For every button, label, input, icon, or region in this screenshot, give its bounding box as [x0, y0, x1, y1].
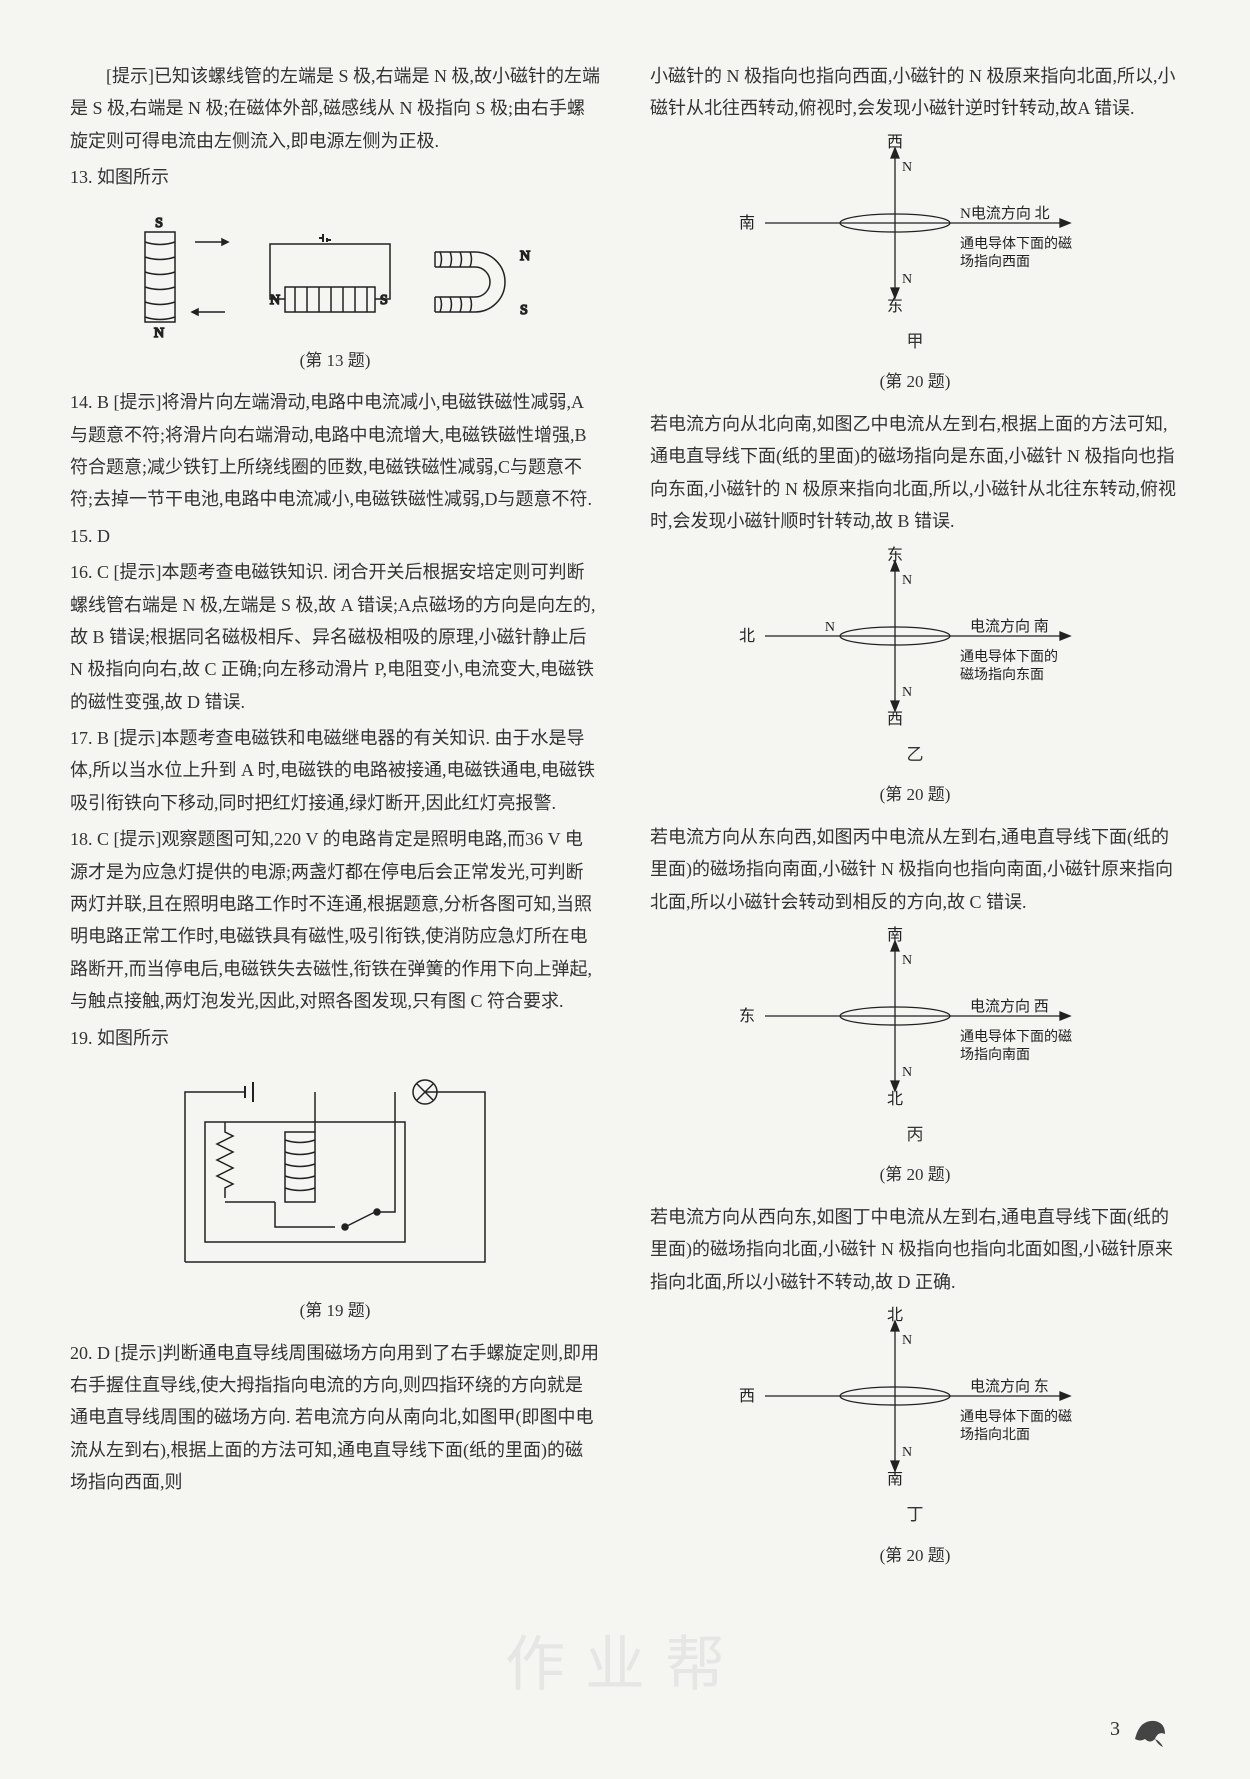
n-bottom: N [902, 1445, 912, 1460]
n-top: N [902, 160, 912, 175]
answer-12-hint: [提示]已知该螺线管的左端是 S 极,右端是 N 极,故小磁针的左端是 S 极,… [70, 60, 600, 157]
answer-20-para2: 若电流方向从北向南,如图乙中电流从左到右,根据上面的方法可知,通电直导线下面(纸… [650, 408, 1180, 538]
caption-13: (第 13 题) [70, 346, 600, 377]
diagram-20-ding: 北 N 西 电流方向 东 通电导体下面的磁 场指向北面 N 南 [650, 1306, 1180, 1496]
dir-bottom: 北 [887, 1090, 903, 1108]
diagram-19 [70, 1062, 600, 1292]
caption-19: (第 19 题) [70, 1296, 600, 1327]
dir-top: 南 [887, 926, 903, 944]
dir-bottom: 西 [887, 711, 903, 728]
answer-13: 13. 如图所示 [70, 161, 600, 193]
answer-20-para3: 若电流方向从东向西,如图丙中电流从左到右,通电直导线下面(纸的里面)的磁场指向南… [650, 821, 1180, 918]
n-top: N [902, 573, 912, 588]
caption-20a: (第 20 题) [650, 367, 1180, 398]
diagram-20-yi: 东 N 北 N 电流方向 南 通电导体下面的 磁场指向东面 N 西 [650, 546, 1180, 736]
annot: 通电导体下面的 磁场指向东面 [960, 649, 1062, 683]
page-number: 3 [1110, 1709, 1170, 1749]
dia-ding-name: 丁 [650, 1500, 1180, 1531]
answer-15: 15. D [70, 520, 600, 552]
dir-right: 电流方向 西 [970, 998, 1049, 1015]
answer-17: 17. B [提示]本题考查电磁铁和电磁继电器的有关知识. 由于水是导体,所以当… [70, 722, 600, 819]
n-bottom: N [902, 272, 912, 287]
caption-20b: (第 20 题) [650, 780, 1180, 811]
dir-right: N电流方向 北 [960, 205, 1050, 222]
right-column: 小磁针的 N 极指向也指向西面,小磁针的 N 极原来指向北面,所以,小磁针从北往… [650, 60, 1180, 1581]
dia-jia-name: 甲 [650, 327, 1180, 358]
answer-18: 18. C [提示]观察题图可知,220 V 的电路肯定是照明电路,而36 V … [70, 823, 600, 1017]
annot: 通电导体下面的磁 场指向南面 [960, 1029, 1076, 1063]
dir-left: 东 [739, 1007, 755, 1025]
dolphin-icon [1130, 1709, 1170, 1749]
dia-bing-name: 丙 [650, 1120, 1180, 1151]
n-bottom: N [902, 685, 912, 700]
svg-text:N: N [825, 620, 835, 635]
dir-top: 北 [887, 1306, 903, 1324]
caption-20d: (第 20 题) [650, 1541, 1180, 1572]
dir-right: 电流方向 南 [970, 618, 1049, 635]
svg-text:S: S [155, 216, 163, 231]
dir-top: 东 [887, 546, 903, 564]
answer-19: 19. 如图所示 [70, 1022, 600, 1054]
answer-20-para4: 若电流方向从西向东,如图丁中电流从左到右,通电直导线下面(纸的里面)的磁场指向北… [650, 1201, 1180, 1298]
watermark: 作业帮 [505, 1611, 745, 1719]
n-bottom: N [902, 1065, 912, 1080]
dir-left: 西 [739, 1388, 755, 1405]
answer-20-cont1: 小磁针的 N 极指向也指向西面,小磁针的 N 极原来指向北面,所以,小磁针从北往… [650, 60, 1180, 125]
n-top: N [902, 953, 912, 968]
dir-bottom: 东 [887, 297, 903, 315]
dir-top: 西 [887, 134, 903, 151]
diagram-20-jia: 西 N 南 N电流方向 北 通电导体下面的磁 场指向西面 N 东 [650, 133, 1180, 323]
dir-left: 北 [739, 627, 755, 645]
page-number-text: 3 [1110, 1711, 1120, 1747]
svg-text:N: N [270, 293, 280, 308]
svg-text:N: N [154, 326, 164, 341]
diagram-13: S N N S [70, 202, 600, 342]
dir-bottom: 南 [887, 1470, 903, 1488]
answer-14: 14. B [提示]将滑片向左端滑动,电路中电流减小,电磁铁磁性减弱,A与题意不… [70, 386, 600, 516]
svg-text:S: S [380, 293, 388, 308]
svg-text:N: N [520, 249, 530, 264]
dia-yi-name: 乙 [650, 740, 1180, 771]
answer-20: 20. D [提示]判断通电直导线周围磁场方向用到了右手螺旋定则,即用右手握住直… [70, 1337, 600, 1499]
diagram-20-bing: 南 N 东 电流方向 西 通电导体下面的磁 场指向南面 N 北 [650, 926, 1180, 1116]
annot: 通电导体下面的磁 场指向西面 [960, 236, 1076, 270]
page-content: [提示]已知该螺线管的左端是 S 极,右端是 N 极,故小磁针的左端是 S 极,… [70, 60, 1180, 1581]
dir-right: 电流方向 东 [970, 1378, 1049, 1395]
left-column: [提示]已知该螺线管的左端是 S 极,右端是 N 极,故小磁针的左端是 S 极,… [70, 60, 600, 1581]
n-top: N [902, 1333, 912, 1348]
annot: 通电导体下面的磁 场指向北面 [960, 1409, 1076, 1443]
svg-text:S: S [520, 303, 528, 318]
dir-left: 南 [739, 214, 755, 232]
answer-16: 16. C [提示]本题考查电磁铁知识. 闭合开关后根据安培定则可判断螺线管右端… [70, 556, 600, 718]
caption-20c: (第 20 题) [650, 1160, 1180, 1191]
